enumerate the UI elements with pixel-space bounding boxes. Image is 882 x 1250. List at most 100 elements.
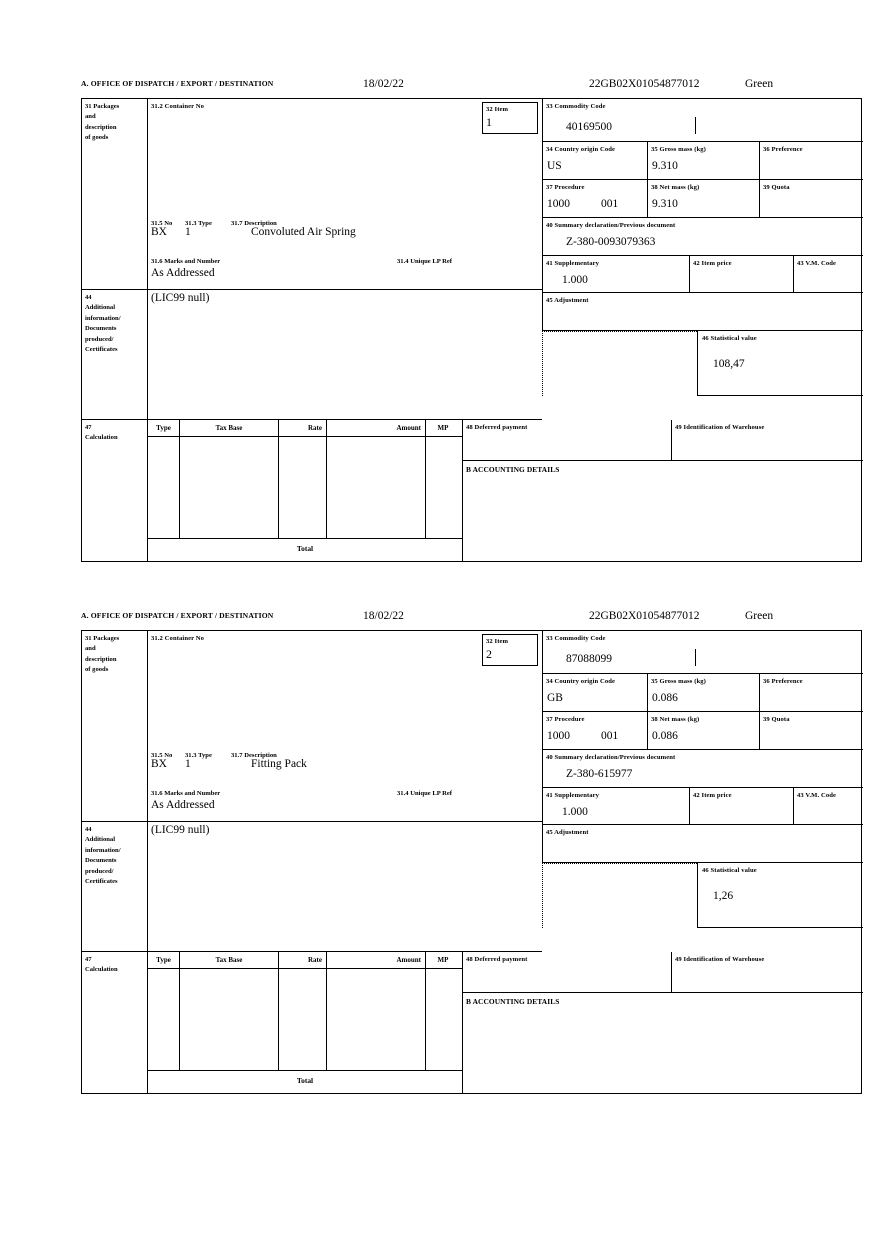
box-44-additional-information-value: (LIC99 null) <box>148 822 542 952</box>
column-header-amount: Amount <box>327 420 426 436</box>
box-38-value: 9.310 <box>652 197 678 210</box>
box-31-7-description-label: 31.7 Description <box>231 752 277 759</box>
calculation-body-rows <box>148 437 462 539</box>
box-42-item-price: 42 Item price <box>690 788 794 825</box>
box-31-3-type-value: 1 <box>185 226 191 238</box>
calc-cell-rate <box>279 969 327 1070</box>
box-46-value: 1,26 <box>713 889 734 902</box>
box-39-label: 39 Quota <box>763 716 790 723</box>
box-47-calculation-label: 47 Calculation <box>82 952 148 1093</box>
box-39-quota: 39 Quota <box>760 180 863 218</box>
box-46-label: 46 Statistical value <box>702 867 757 874</box>
box-31-label-text: 31 Packages and description of goods <box>85 635 120 674</box>
box-41-supplementary: 41 Supplementary 1.000 <box>542 256 690 293</box>
column-header-tax-base: Tax Base <box>180 420 279 436</box>
calculation-total-row: Total <box>148 539 462 559</box>
box-31-6-marks-value: As Addressed <box>151 267 215 279</box>
column-header-type-label: Type <box>156 424 171 432</box>
calculation-body-rows <box>148 969 462 1071</box>
box-31-5-no-label: 31.5 No <box>151 220 173 227</box>
declaration-reference: 22GB02X01054877012 <box>589 78 700 90</box>
box-b-label: B ACCOUNTING DETAILS <box>466 465 560 474</box>
box-46-statistical-value: 46 Statistical value 1,26 <box>697 863 863 928</box>
column-header-rate-label: Rate <box>308 424 322 432</box>
calculation-header-row: Type Tax Base Rate Amount MP <box>148 952 462 969</box>
box-31-7-description-value: Convoluted Air Spring <box>251 226 356 238</box>
column-header-mp: MP <box>426 952 460 968</box>
column-header-tax-base-label: Tax Base <box>215 956 243 964</box>
box-46-statistical-value: 46 Statistical value 108,47 <box>697 331 863 396</box>
box-31-6-marks-detail: 31.6 Marks and Number 31.4 Unique LP Ref… <box>151 258 539 279</box>
box-34-label: 34 Country origin Code <box>546 678 616 685</box>
box-36-label: 36 Preference <box>763 678 803 685</box>
box-41-label: 41 Supplementary <box>546 260 600 267</box>
box-44-additional-information-value: (LIC99 null) <box>148 290 542 420</box>
box-37-values: 1000 001 <box>543 193 647 211</box>
column-header-type: Type <box>148 420 180 436</box>
box-46-label: 46 Statistical value <box>702 335 757 342</box>
box-38-net-mass: 38 Net mass (kg) 0.086 <box>648 712 760 750</box>
box-47-calculation-table: Type Tax Base Rate Amount MP <box>148 420 463 561</box>
box-44-label-text: 44 Additional information/ Documents pro… <box>85 294 121 354</box>
calc-cell-type <box>148 969 180 1070</box>
box-32-item: 32 Item 2 <box>482 634 538 666</box>
calculation-total-label: Total <box>296 544 314 553</box>
column-header-mp: MP <box>426 420 460 436</box>
box-35-value: 0.086 <box>652 691 678 704</box>
box-35-label: 35 Gross mass (kg) <box>651 146 706 153</box>
box-34-country-origin-code: 34 Country origin Code GB <box>542 674 648 712</box>
box-49-identification-of-warehouse: 49 Identification of Warehouse <box>672 420 863 461</box>
box-32-item-label: 32 Item <box>486 106 509 113</box>
box-33-value: 40169500 <box>566 120 612 133</box>
column-header-mp-label: MP <box>437 956 449 964</box>
column-header-type: Type <box>148 952 180 968</box>
box-36-preference: 36 Preference <box>760 674 863 712</box>
calculation-total-row: Total <box>148 1071 462 1091</box>
form-header: A. OFFICE OF DISPATCH / EXPORT / DESTINA… <box>81 78 862 98</box>
box-42-item-price: 42 Item price <box>690 256 794 293</box>
box-31-6-marks-label: 31.6 Marks and Number <box>151 790 221 797</box>
box-44-additional-information-label: 44 Additional information/ Documents pro… <box>82 290 148 420</box>
box-37-procedure: 37 Procedure 1000 001 <box>542 712 648 750</box>
box-31-packages-label: 31 Packages and description of goods <box>82 99 148 290</box>
office-of-dispatch-label: A. OFFICE OF DISPATCH / EXPORT / DESTINA… <box>81 611 274 620</box>
box-31-5-no-value: BX <box>151 758 167 770</box>
calculation-total-label: Total <box>296 1076 314 1085</box>
box-43-label: 43 V.M. Code <box>797 260 837 267</box>
box-43-vm-code: 43 V.M. Code <box>794 788 863 825</box>
calc-cell-amount <box>327 969 426 1070</box>
box-37-label: 37 Procedure <box>546 184 585 191</box>
box-35-gross-mass: 35 Gross mass (kg) 0.086 <box>648 674 760 712</box>
box-31-5-packages-detail: 31.5 No 31.3 Type 31.7 Description BX 1 … <box>151 752 307 770</box>
box-48-label: 48 Deferred payment <box>466 956 528 963</box>
box-32-item: 32 Item 1 <box>482 102 538 134</box>
box-38-label: 38 Net mass (kg) <box>651 716 700 723</box>
box-41-value: 1.000 <box>562 805 588 818</box>
form-header: A. OFFICE OF DISPATCH / EXPORT / DESTINA… <box>81 610 862 630</box>
box-47-calculation-label: 47 Calculation <box>82 420 148 561</box>
box-45-label: 45 Adjustment <box>546 297 589 304</box>
box-37-label: 37 Procedure <box>546 716 585 723</box>
box-31-5-packages-detail: 31.5 No 31.3 Type 31.7 Description BX 1 … <box>151 220 356 238</box>
box-31-3-type-label: 31.3 Type <box>185 220 212 227</box>
box-37-value-b: 001 <box>601 729 619 742</box>
box-44-value: (LIC99 null) <box>151 824 210 836</box>
declaration-date: 18/02/22 <box>363 78 404 90</box>
box-42-label: 42 Item price <box>693 792 732 799</box>
box-31-4-lp-ref-label: 31.4 Unique LP Ref <box>397 258 452 265</box>
box-48-deferred-payment: 48 Deferred payment <box>463 952 672 993</box>
box-31-2-container-no-label: 31.2 Container No <box>151 635 205 642</box>
box-41-value: 1.000 <box>562 273 588 286</box>
box-31-2-container-area: 31.2 Container No 31.5 No 31.3 Type 31.7… <box>148 99 542 290</box>
box-47-label-text: 47 Calculation <box>85 424 118 442</box>
box-45-adjustment: 45 Adjustment <box>542 293 863 331</box>
declaration-grid: 31 Packages and description of goods 31.… <box>81 630 863 1094</box>
box-40-value: Z-380-615977 <box>566 767 633 780</box>
calc-cell-tax-base <box>180 969 279 1070</box>
box-unnumbered-dotted-area <box>542 863 697 928</box>
column-header-amount-label: Amount <box>396 424 421 432</box>
column-header-mp-label: MP <box>437 424 449 432</box>
box-31-2-container-area: 31.2 Container No 31.5 No 31.3 Type 31.7… <box>148 631 542 822</box>
box-44-label-text: 44 Additional information/ Documents pro… <box>85 826 121 886</box>
